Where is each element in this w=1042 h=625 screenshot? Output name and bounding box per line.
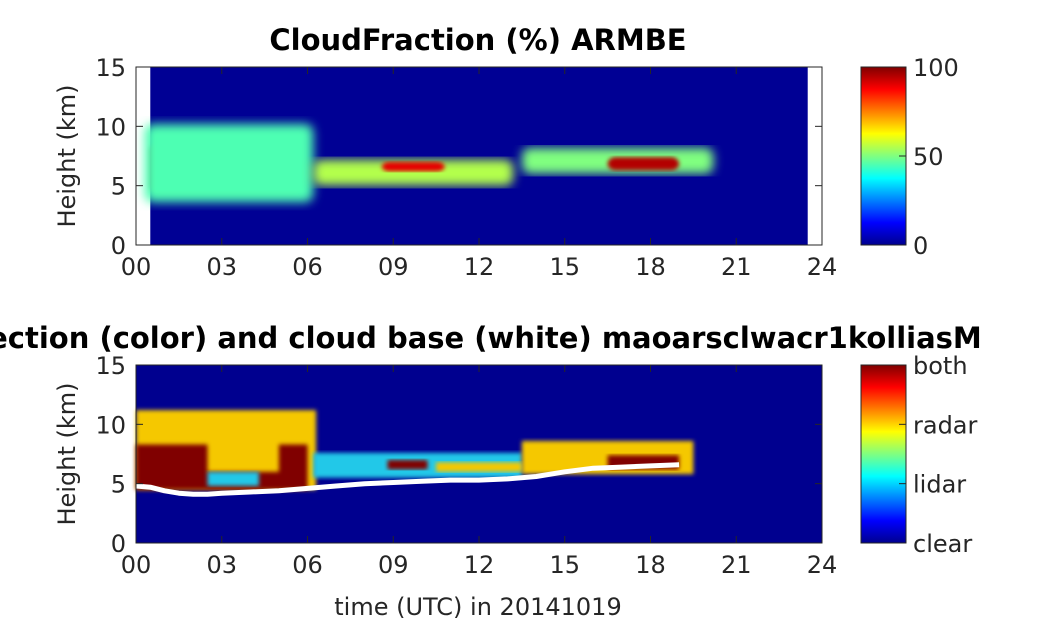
top-y-axis: 0 5 10 15: [95, 54, 822, 260]
colorbar-tick-label: both: [913, 352, 968, 380]
cloud-region: [381, 161, 445, 172]
bottom-xlabel: time (UTC) in 20141019: [334, 593, 621, 621]
detection-region-lidar: [207, 471, 259, 487]
x-tick-label: 03: [206, 253, 237, 281]
cloud-base-line: [135, 462, 680, 497]
cloud-region: [313, 159, 514, 186]
x-tick-label: 09: [378, 253, 409, 281]
x-tick-label: 00: [121, 551, 152, 579]
x-tick-label: 24: [807, 551, 838, 579]
y-tick-label: 10: [95, 113, 126, 141]
x-tick-label: 21: [721, 253, 752, 281]
colorbar-tick-label: 0: [913, 232, 928, 260]
detection-region-radar: [436, 462, 522, 472]
top-heatmap: [144, 67, 808, 245]
colorbar-tick-label: clear: [913, 530, 972, 558]
x-tick-label: 18: [635, 253, 666, 281]
bottom-ylabel: Height (km): [53, 383, 81, 526]
cloud-region: [144, 123, 314, 203]
colorbar-tick-label: lidar: [913, 471, 966, 499]
colorbar-tick-label: 50: [913, 143, 944, 171]
cloud-region: [607, 157, 680, 171]
bottom-colorbar-ticks: clear lidar radar both: [899, 352, 978, 558]
bottom-panel: tection (color) and cloud base (white) m…: [0, 321, 982, 621]
x-tick-label: 00: [121, 253, 152, 281]
bottom-y-axis: 0 5 10 15: [95, 352, 822, 558]
bottom-x-axis: 00 03 06 09 12 15 18 21 24: [121, 365, 838, 579]
y-tick-label: 15: [95, 54, 126, 82]
bottom-title: tection (color) and cloud base (white) m…: [0, 321, 982, 355]
x-tick-label: 18: [635, 551, 666, 579]
top-colorbar-ticks: 0 50 100: [899, 54, 959, 260]
x-tick-label: 06: [292, 551, 323, 579]
x-tick-label: 09: [378, 551, 409, 579]
y-tick-label: 5: [111, 471, 126, 499]
colorbar-tick-label: radar: [913, 411, 978, 439]
bottom-colorbar: [860, 364, 907, 544]
colorbar-tick-label: 100: [913, 54, 959, 82]
x-tick-label: 15: [549, 551, 580, 579]
bottom-heatmap: [136, 410, 694, 490]
top-x-axis: 00 03 06 09 12 15 18 21 24: [121, 67, 838, 281]
x-tick-label: 12: [464, 253, 495, 281]
y-tick-label: 10: [95, 411, 126, 439]
top-panel: CloudFraction (%) ARMBE 00 03 06 09 12 15 18 21…: [53, 23, 959, 281]
x-tick-label: 21: [721, 551, 752, 579]
y-tick-label: 15: [95, 352, 126, 380]
detection-region-both: [387, 459, 428, 470]
x-tick-label: 03: [206, 551, 237, 579]
x-tick-label: 24: [807, 253, 838, 281]
top-title: CloudFraction (%) ARMBE: [269, 23, 686, 57]
top-colorbar: [860, 66, 907, 246]
detection-region-radar: [207, 424, 279, 472]
top-ylabel: Height (km): [53, 85, 81, 228]
y-tick-label: 0: [111, 530, 126, 558]
y-tick-label: 0: [111, 232, 126, 260]
x-tick-label: 15: [549, 253, 580, 281]
x-tick-label: 06: [292, 253, 323, 281]
x-tick-label: 12: [464, 551, 495, 579]
y-tick-label: 5: [111, 173, 126, 201]
